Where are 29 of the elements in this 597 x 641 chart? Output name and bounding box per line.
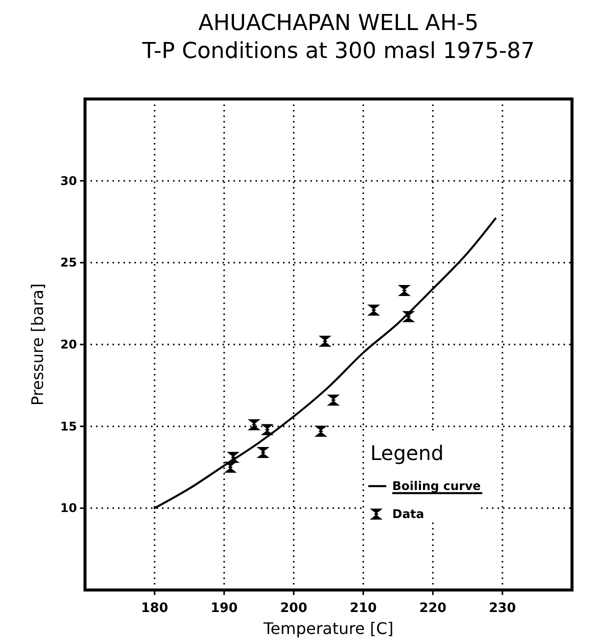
x-tick-label: 190 bbox=[210, 601, 238, 616]
point bbox=[328, 394, 339, 406]
point bbox=[398, 284, 410, 296]
y-tick-label: 15 bbox=[60, 419, 77, 434]
chart-title: AHUACHAPAN WELL AH-5 bbox=[198, 11, 479, 36]
y-tick-label: 25 bbox=[60, 256, 77, 270]
y-axis-title: Pressure [bara] bbox=[28, 283, 47, 406]
point bbox=[228, 452, 239, 463]
x-tick-label: 200 bbox=[280, 601, 308, 616]
point bbox=[224, 462, 236, 473]
y-tick-label: 20 bbox=[60, 338, 77, 352]
point bbox=[248, 419, 260, 430]
x-tick-label: 180 bbox=[141, 601, 168, 616]
x-tick-label: 210 bbox=[350, 601, 377, 616]
chart-subtitle: T-P Conditions at 300 masl 1975-87 bbox=[141, 39, 535, 64]
x-tick-label: 220 bbox=[419, 601, 446, 616]
x-axis-title: Temperature [C] bbox=[262, 619, 394, 638]
point bbox=[320, 336, 331, 347]
legend-label: Data bbox=[392, 507, 424, 522]
x-tick-label: 230 bbox=[488, 601, 516, 616]
point bbox=[258, 447, 269, 458]
y-tick-label: 30 bbox=[60, 174, 77, 188]
legend-label: Boiling curve bbox=[392, 479, 481, 494]
legend-title: Legend bbox=[370, 441, 444, 466]
point bbox=[368, 304, 380, 316]
point bbox=[403, 311, 414, 322]
point bbox=[315, 426, 326, 437]
y-tick-label: 10 bbox=[60, 501, 77, 516]
point bbox=[262, 424, 273, 436]
